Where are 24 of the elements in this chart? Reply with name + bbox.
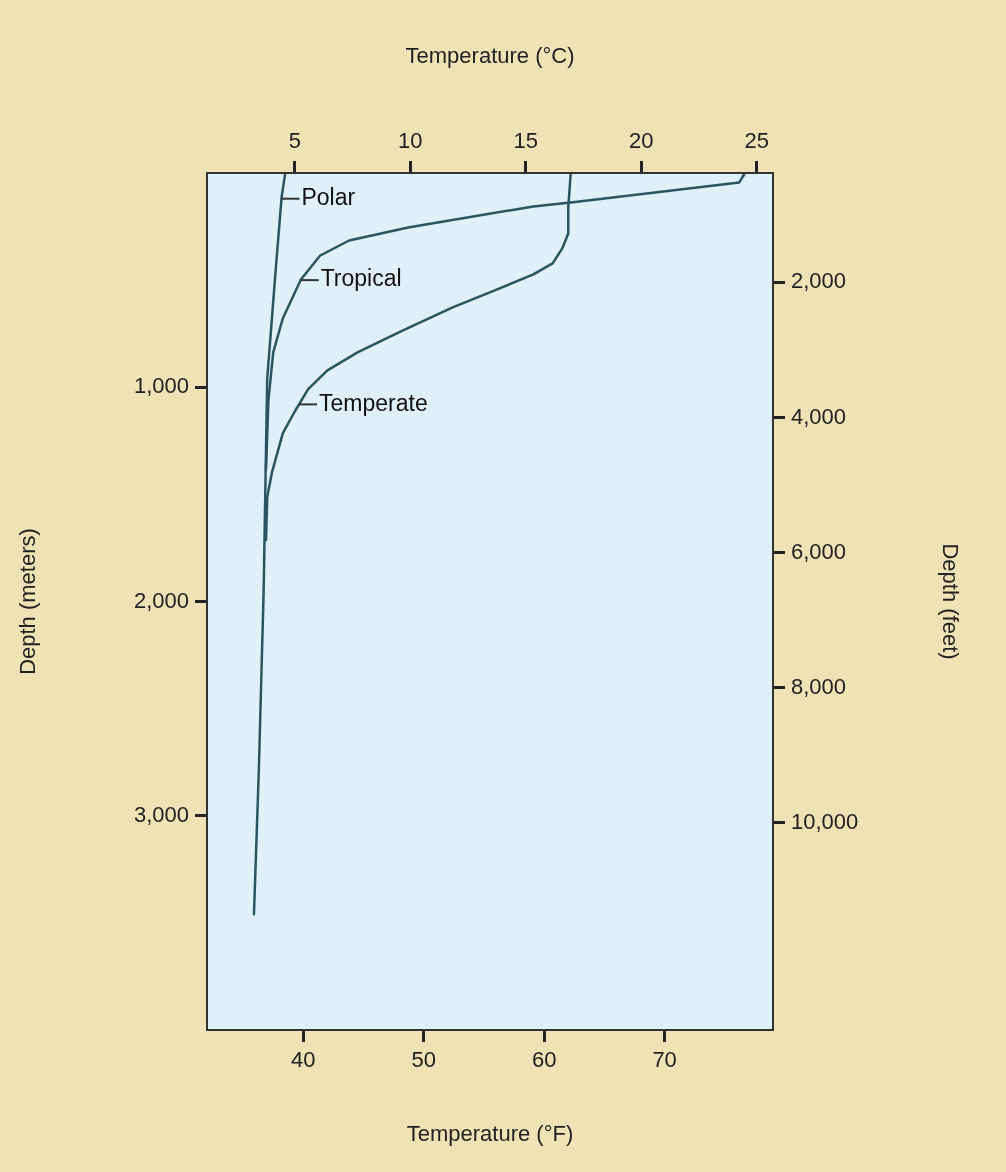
series-label: Tropical bbox=[320, 265, 402, 292]
y-tick-label: 3,000 bbox=[133, 801, 189, 827]
y2-tick-label: 4,000 bbox=[791, 403, 847, 429]
y2-tick-label: 2,000 bbox=[791, 268, 847, 294]
x2-tick-label: 5 bbox=[288, 127, 301, 153]
y2-tick-label: 6,000 bbox=[791, 538, 847, 564]
x-tick-label: 60 bbox=[531, 1047, 557, 1073]
y2-tick-label: 8,000 bbox=[791, 673, 847, 699]
y-tick-label: 2,000 bbox=[133, 587, 189, 613]
y-axis-title: Depth (meters) bbox=[15, 528, 41, 675]
x-axis-title: Temperature (°F) bbox=[406, 1120, 574, 1146]
x2-tick-label: 10 bbox=[398, 127, 423, 153]
x-tick-label: 70 bbox=[652, 1047, 677, 1073]
series-label: Temperate bbox=[319, 389, 428, 416]
x-tick-label: 40 bbox=[291, 1047, 316, 1073]
x2-tick-label: 20 bbox=[629, 127, 654, 153]
y-tick-label: 1,000 bbox=[133, 373, 189, 399]
x2-tick-label: 25 bbox=[744, 127, 770, 153]
x2-axis-title: Temperature (°C) bbox=[405, 43, 575, 69]
x-tick-label: 50 bbox=[411, 1047, 437, 1073]
y2-axis-title: Depth (feet) bbox=[937, 543, 963, 660]
y2-tick-label: 10,000 bbox=[791, 808, 859, 834]
x2-tick-label: 15 bbox=[513, 127, 539, 153]
series-label: Polar bbox=[301, 184, 356, 211]
